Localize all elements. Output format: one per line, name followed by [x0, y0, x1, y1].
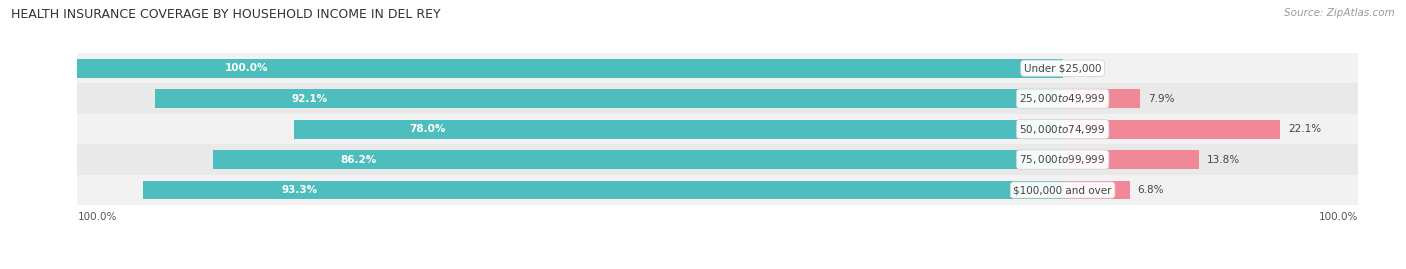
Text: 6.8%: 6.8%	[1137, 185, 1164, 195]
Text: 100.0%: 100.0%	[225, 63, 269, 73]
Text: 100.0%: 100.0%	[77, 212, 117, 222]
Text: 86.2%: 86.2%	[340, 155, 377, 165]
Bar	[214, 150, 1063, 169]
Bar	[155, 89, 1063, 108]
Text: Under $25,000: Under $25,000	[1024, 63, 1101, 73]
Bar	[77, 114, 1358, 144]
Bar	[1063, 89, 1140, 108]
Text: $25,000 to $49,999: $25,000 to $49,999	[1019, 92, 1105, 105]
Text: 22.1%: 22.1%	[1288, 124, 1322, 134]
Text: 0.0%: 0.0%	[1070, 63, 1097, 73]
Text: $50,000 to $74,999: $50,000 to $74,999	[1019, 123, 1105, 136]
Bar	[1063, 150, 1198, 169]
Bar	[77, 175, 1358, 205]
Bar	[1063, 180, 1129, 200]
Text: 92.1%: 92.1%	[291, 94, 328, 104]
Bar	[77, 59, 1063, 78]
Text: HEALTH INSURANCE COVERAGE BY HOUSEHOLD INCOME IN DEL REY: HEALTH INSURANCE COVERAGE BY HOUSEHOLD I…	[11, 8, 441, 21]
Bar	[1063, 120, 1281, 139]
Bar	[77, 53, 1358, 83]
Text: 13.8%: 13.8%	[1206, 155, 1240, 165]
Text: Source: ZipAtlas.com: Source: ZipAtlas.com	[1284, 8, 1395, 18]
Text: $100,000 and over: $100,000 and over	[1014, 185, 1112, 195]
Bar	[294, 120, 1063, 139]
Text: 100.0%: 100.0%	[1319, 212, 1358, 222]
Text: 7.9%: 7.9%	[1149, 94, 1175, 104]
Text: 78.0%: 78.0%	[409, 124, 446, 134]
Text: 93.3%: 93.3%	[281, 185, 318, 195]
Bar	[77, 83, 1358, 114]
Text: $75,000 to $99,999: $75,000 to $99,999	[1019, 153, 1105, 166]
Bar	[77, 144, 1358, 175]
Bar	[143, 180, 1063, 200]
